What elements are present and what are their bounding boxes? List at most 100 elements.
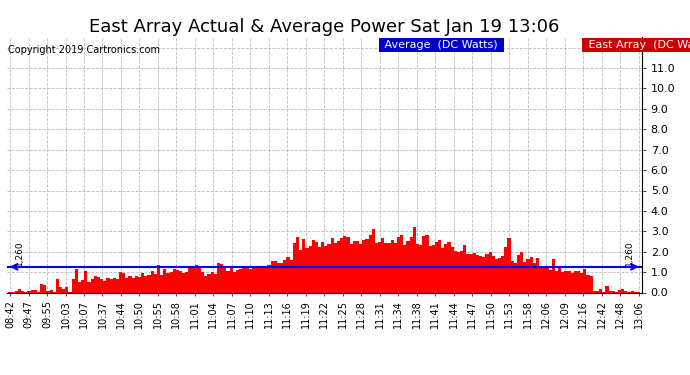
Bar xyxy=(293,243,296,292)
Bar xyxy=(28,291,30,292)
Bar xyxy=(621,290,624,292)
Bar xyxy=(100,279,104,292)
Bar xyxy=(599,289,602,292)
Bar xyxy=(135,276,138,292)
Bar xyxy=(428,246,432,292)
Bar xyxy=(224,267,226,292)
Bar xyxy=(157,265,160,292)
Bar xyxy=(141,273,144,292)
Bar xyxy=(612,291,615,292)
Bar xyxy=(81,279,84,292)
Bar xyxy=(381,238,384,292)
Bar xyxy=(302,239,306,292)
Bar xyxy=(172,269,176,292)
Bar xyxy=(56,279,59,292)
Bar xyxy=(375,243,378,292)
Bar xyxy=(192,267,195,292)
Bar xyxy=(479,255,482,292)
Bar xyxy=(589,276,593,292)
Title: East Array Actual & Average Power Sat Jan 19 13:06: East Array Actual & Average Power Sat Ja… xyxy=(89,18,560,36)
Text: 1,260: 1,260 xyxy=(15,240,24,266)
Text: Average  (DC Watts): Average (DC Watts) xyxy=(382,40,502,50)
Bar xyxy=(72,279,75,292)
Bar xyxy=(542,267,545,292)
Bar xyxy=(583,269,586,292)
Bar xyxy=(283,260,286,292)
Bar xyxy=(331,237,334,292)
Bar xyxy=(246,268,248,292)
Bar xyxy=(523,262,526,292)
Bar xyxy=(394,243,397,292)
Bar xyxy=(97,277,100,292)
Bar xyxy=(425,235,428,292)
Bar xyxy=(160,275,164,292)
Bar xyxy=(164,269,166,292)
Bar xyxy=(286,257,290,292)
Bar xyxy=(230,266,233,292)
Bar xyxy=(112,278,116,292)
Bar xyxy=(176,270,179,292)
Bar xyxy=(391,240,394,292)
Bar xyxy=(586,275,589,292)
Bar xyxy=(498,258,501,292)
Bar xyxy=(268,265,270,292)
Bar xyxy=(122,273,126,292)
Bar xyxy=(239,269,242,292)
Bar xyxy=(432,245,435,292)
Bar xyxy=(618,290,621,292)
Bar xyxy=(315,242,318,292)
Bar xyxy=(413,227,416,292)
Bar xyxy=(384,243,388,292)
Bar xyxy=(362,240,366,292)
Bar xyxy=(62,289,66,292)
Bar xyxy=(438,240,441,292)
Bar xyxy=(188,266,192,292)
Bar xyxy=(264,266,268,292)
Bar xyxy=(94,276,97,292)
Bar xyxy=(444,244,448,292)
Bar xyxy=(514,264,517,292)
Bar xyxy=(476,255,479,292)
Bar xyxy=(242,266,246,292)
Bar xyxy=(624,291,627,292)
Bar xyxy=(186,272,188,292)
Bar xyxy=(88,282,90,292)
Bar xyxy=(40,284,43,292)
Bar xyxy=(261,267,264,292)
Bar xyxy=(406,241,410,292)
Bar xyxy=(324,246,328,292)
Bar xyxy=(372,230,375,292)
Bar xyxy=(226,271,230,292)
Bar xyxy=(549,270,552,292)
Bar xyxy=(166,273,170,292)
Bar xyxy=(214,274,217,292)
Bar xyxy=(14,291,18,292)
Bar xyxy=(343,236,346,292)
Bar xyxy=(66,288,68,292)
Bar xyxy=(248,269,252,292)
Bar xyxy=(21,291,24,292)
Bar xyxy=(533,262,536,292)
Bar xyxy=(441,249,444,292)
Bar xyxy=(258,267,261,292)
Bar xyxy=(154,274,157,292)
Bar xyxy=(233,272,236,292)
Bar xyxy=(489,252,492,292)
Bar xyxy=(555,271,558,292)
Bar xyxy=(410,237,413,292)
Bar xyxy=(90,279,94,292)
Bar xyxy=(217,262,220,292)
Bar xyxy=(144,276,148,292)
Bar xyxy=(492,256,495,292)
Bar xyxy=(530,256,533,292)
Bar xyxy=(507,238,511,292)
Bar xyxy=(574,271,577,292)
Bar xyxy=(416,244,419,292)
Bar xyxy=(321,242,324,292)
Bar xyxy=(277,263,280,292)
Bar xyxy=(536,258,539,292)
Bar xyxy=(208,274,210,292)
Bar xyxy=(580,273,583,292)
Bar xyxy=(84,272,88,292)
Bar xyxy=(435,242,438,292)
